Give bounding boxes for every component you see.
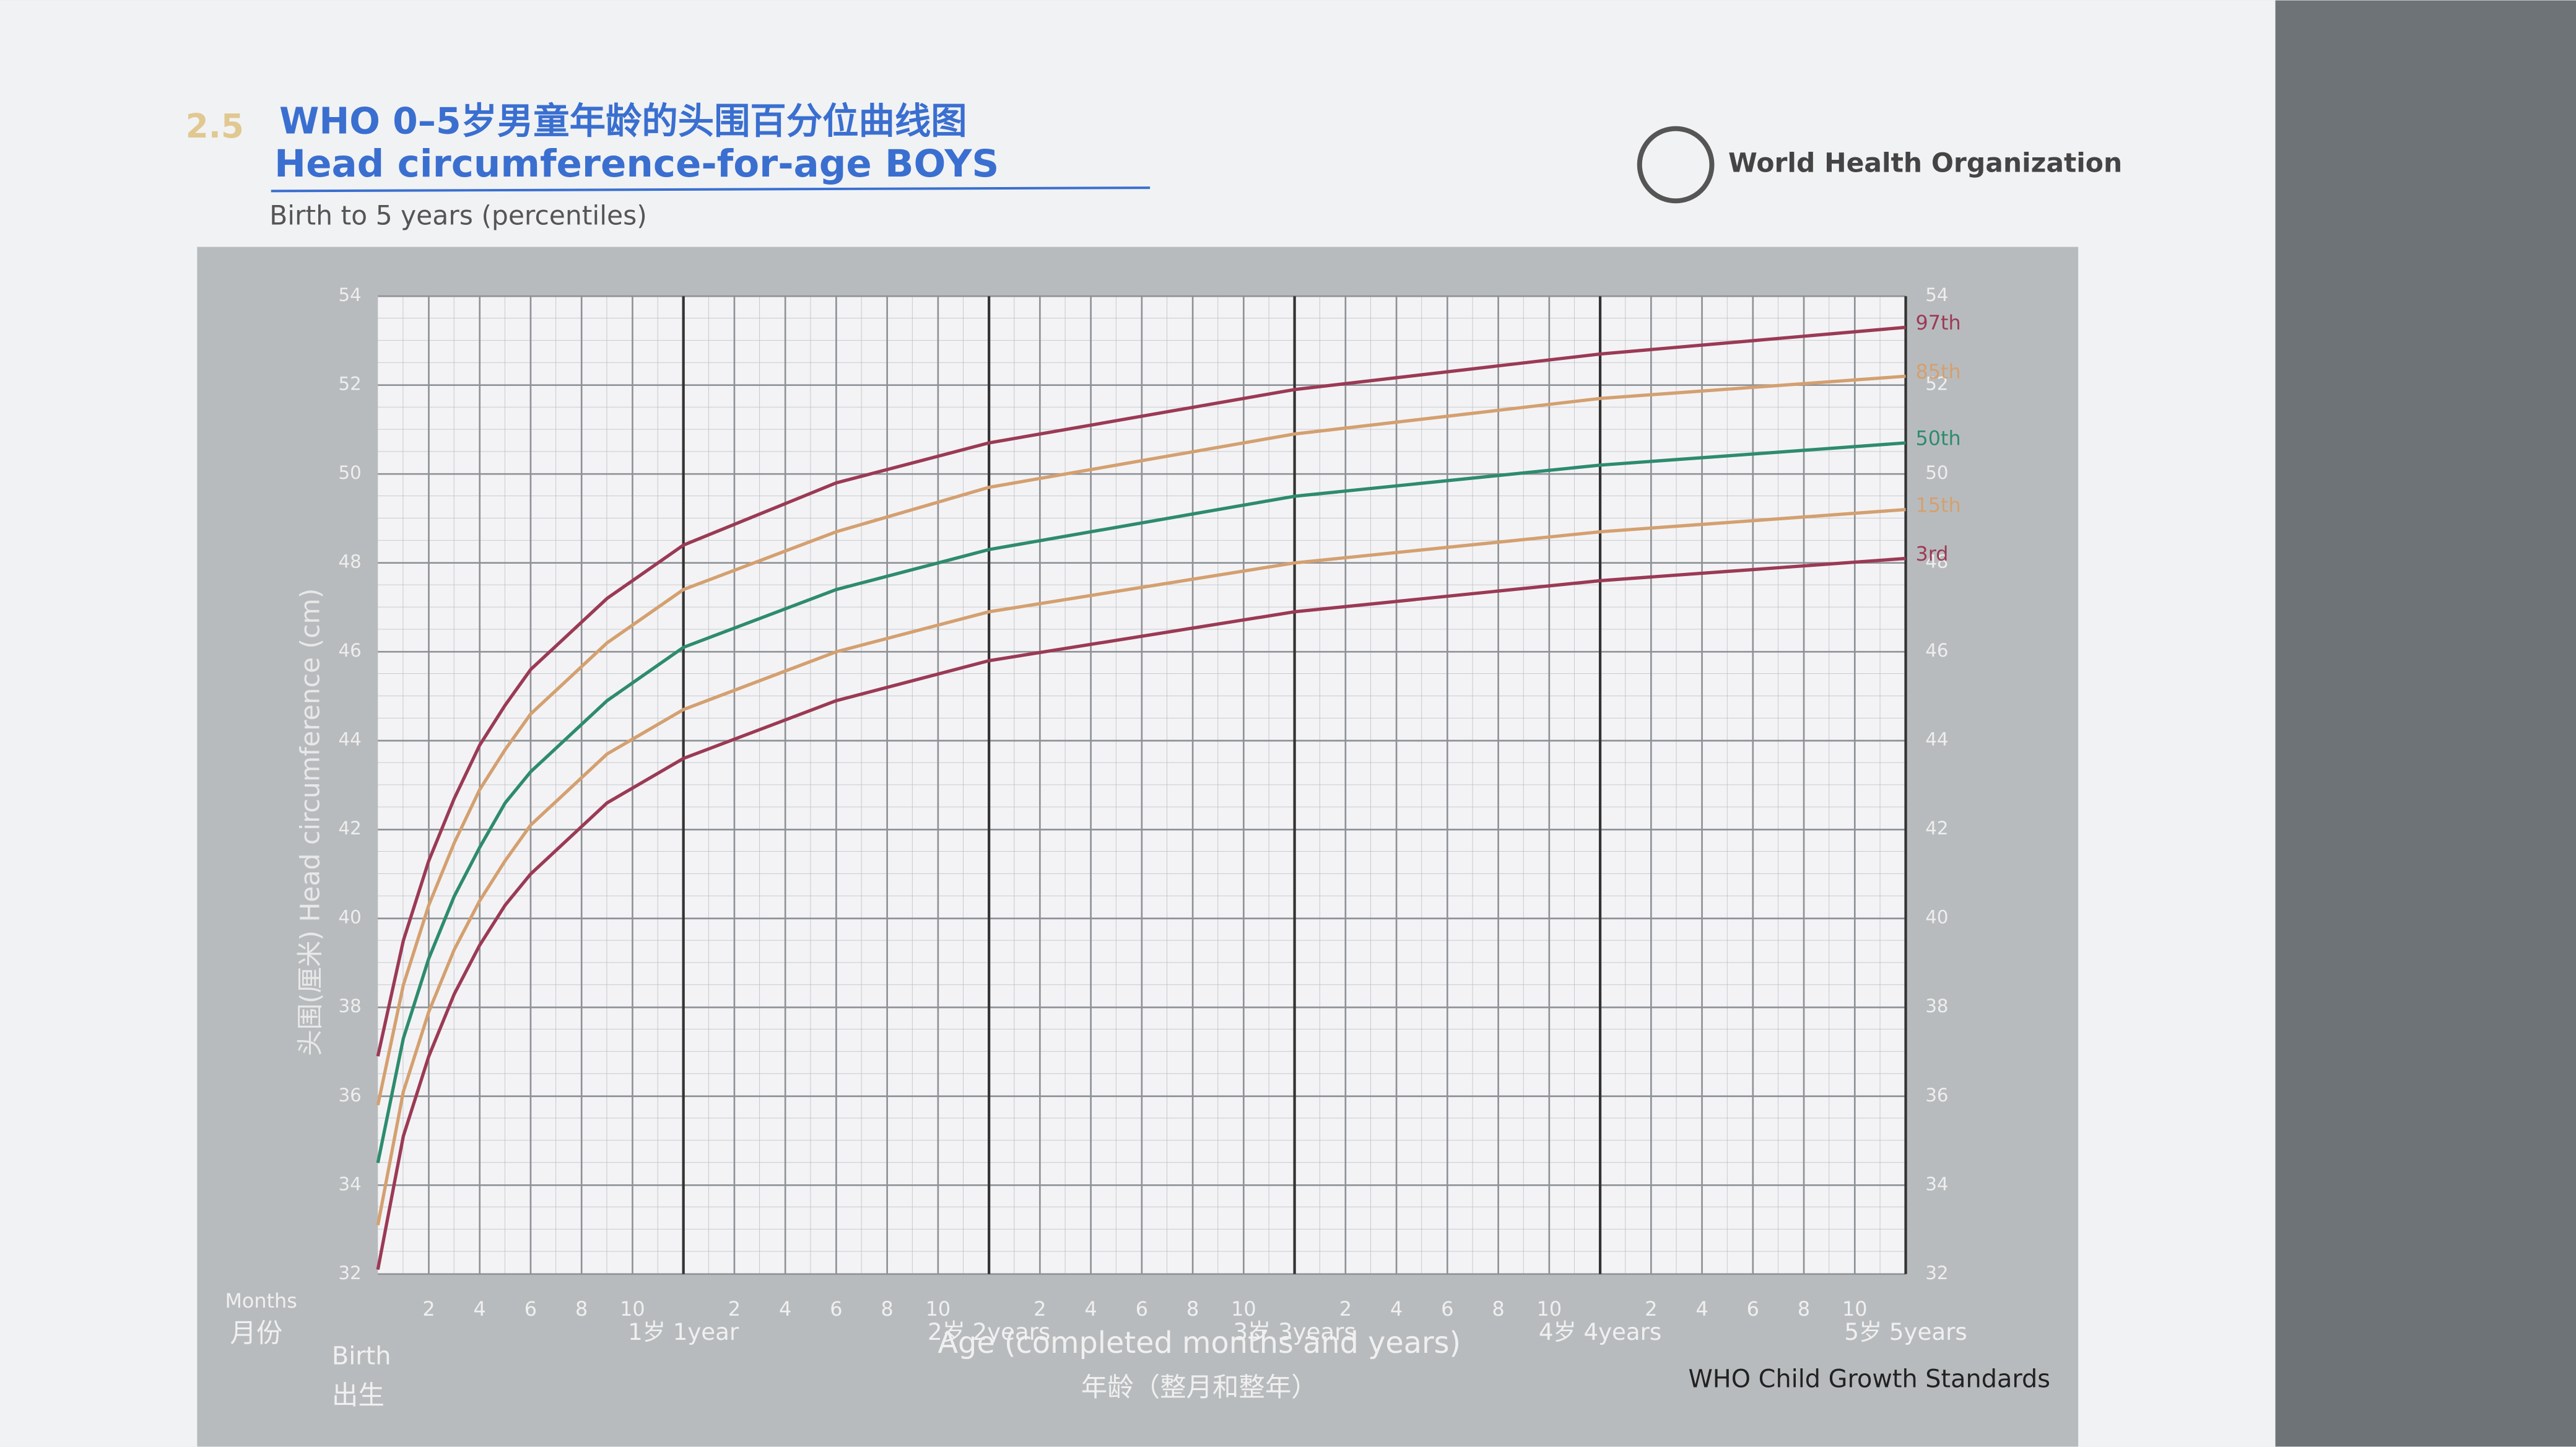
x-axis-label-cn: 年龄（整月和整年） [1081, 1373, 1318, 1403]
caption: Birth to 5 years (percentiles) [269, 201, 647, 231]
y2-tick-label: 48 [1925, 551, 1948, 572]
footer: WHO Child Growth Standards [1688, 1365, 2050, 1394]
y-tick-label: 54 [339, 284, 362, 305]
x-tick-label: 4 [1390, 1297, 1403, 1321]
x-tick-label: 4 [1695, 1297, 1708, 1321]
x-tick-label: 2岁 2years [928, 1319, 1050, 1345]
x-axis-label: Age (completed months and years) [938, 1326, 1461, 1360]
x-tick-label: 1岁 1year [628, 1319, 739, 1345]
x-tick-label: 2 [1339, 1297, 1352, 1321]
x-tick-label: 2 [422, 1297, 435, 1321]
section-number: 2.5 [186, 107, 244, 146]
percentile-line [376, 325, 1906, 1057]
months-label-cn: 月份 [230, 1318, 282, 1349]
x-tick-label: 8 [575, 1297, 588, 1321]
series-label: 85th [1915, 360, 1960, 383]
y-tick-label: 50 [339, 462, 362, 483]
x-tick-label: 2 [1033, 1297, 1046, 1321]
y2-tick-label: 36 [1925, 1085, 1948, 1106]
y-tick-label: 40 [339, 907, 362, 928]
y-tick-label: 42 [339, 818, 362, 839]
y-tick-label: 32 [339, 1262, 362, 1283]
y2-tick-label: 54 [1925, 284, 1948, 305]
who-logo [1637, 126, 1715, 204]
x-tick-label: 6 [1747, 1297, 1759, 1321]
x-tick-label: 6 [524, 1297, 537, 1321]
x-tick-label: 4 [779, 1297, 791, 1321]
percentile-line [376, 507, 1906, 1226]
birth-label-cn: 出生 [332, 1381, 385, 1411]
x-tick-label: 10 [926, 1297, 951, 1321]
y-tick-label: 46 [339, 640, 362, 661]
x-tick-label: 4 [1084, 1297, 1097, 1321]
x-tick-label: 2 [1645, 1297, 1657, 1321]
series-label: 15th [1915, 493, 1960, 517]
x-tick-label: 10 [1231, 1297, 1256, 1321]
x-tick-label: 6 [1136, 1297, 1148, 1321]
y2-tick-label: 34 [1925, 1173, 1948, 1194]
series-label: 50th [1915, 427, 1960, 450]
y-tick-label: 36 [339, 1085, 362, 1106]
x-tick-label: 5岁 5years [1844, 1319, 1967, 1345]
percentile-line [376, 556, 1906, 1270]
y-tick-label: 34 [339, 1173, 362, 1194]
y2-tick-label: 40 [1925, 907, 1948, 928]
y2-tick-label: 38 [1925, 995, 1948, 1016]
x-tick-label: 6 [1441, 1297, 1453, 1321]
x-tick-label: 8 [1798, 1297, 1810, 1321]
x-tick-label: 10 [620, 1297, 645, 1321]
y2-tick-label: 52 [1925, 374, 1948, 395]
y2-tick-label: 50 [1925, 462, 1948, 483]
y2-tick-label: 32 [1925, 1262, 1948, 1283]
title: WHO 0–5岁男童年龄的头围百分位曲线图 [279, 100, 967, 142]
x-tick-label: 8 [1186, 1297, 1199, 1321]
x-tick-label: 2 [728, 1297, 741, 1321]
series-label: 3rd [1915, 542, 1948, 566]
y-tick-label: 48 [339, 551, 362, 572]
y-axis-label: 头围(厘米) Head circumference (cm) [296, 588, 326, 1056]
subtitle: Head circumference-for-age BOYS [274, 142, 999, 186]
y2-tick-label: 44 [1925, 729, 1948, 750]
series-label: 97th [1915, 311, 1960, 334]
x-tick-label: 4岁 4years [1539, 1319, 1661, 1345]
percentile-line [376, 374, 1906, 1106]
y-tick-label: 38 [339, 995, 362, 1016]
x-tick-label: 8 [881, 1297, 894, 1321]
y-tick-label: 44 [339, 729, 362, 750]
background-edge [2275, 0, 2576, 1447]
y2-tick-label: 46 [1925, 640, 1948, 661]
y-tick-label: 52 [339, 374, 362, 395]
x-tick-label: 8 [1492, 1297, 1504, 1321]
x-tick-label: 10 [1537, 1297, 1562, 1321]
x-tick-label: 10 [1842, 1297, 1868, 1321]
organization: World Health Organization [1728, 148, 2122, 178]
percentile-line [376, 441, 1906, 1163]
birth-label: Birth [332, 1342, 391, 1371]
x-tick-label: 6 [830, 1297, 842, 1321]
x-tick-label: 4 [474, 1297, 486, 1321]
y2-tick-label: 42 [1925, 818, 1948, 839]
x-tick-label: 3岁 3years [1233, 1319, 1355, 1345]
title-rule [271, 186, 1151, 193]
months-label: Months [225, 1289, 297, 1313]
